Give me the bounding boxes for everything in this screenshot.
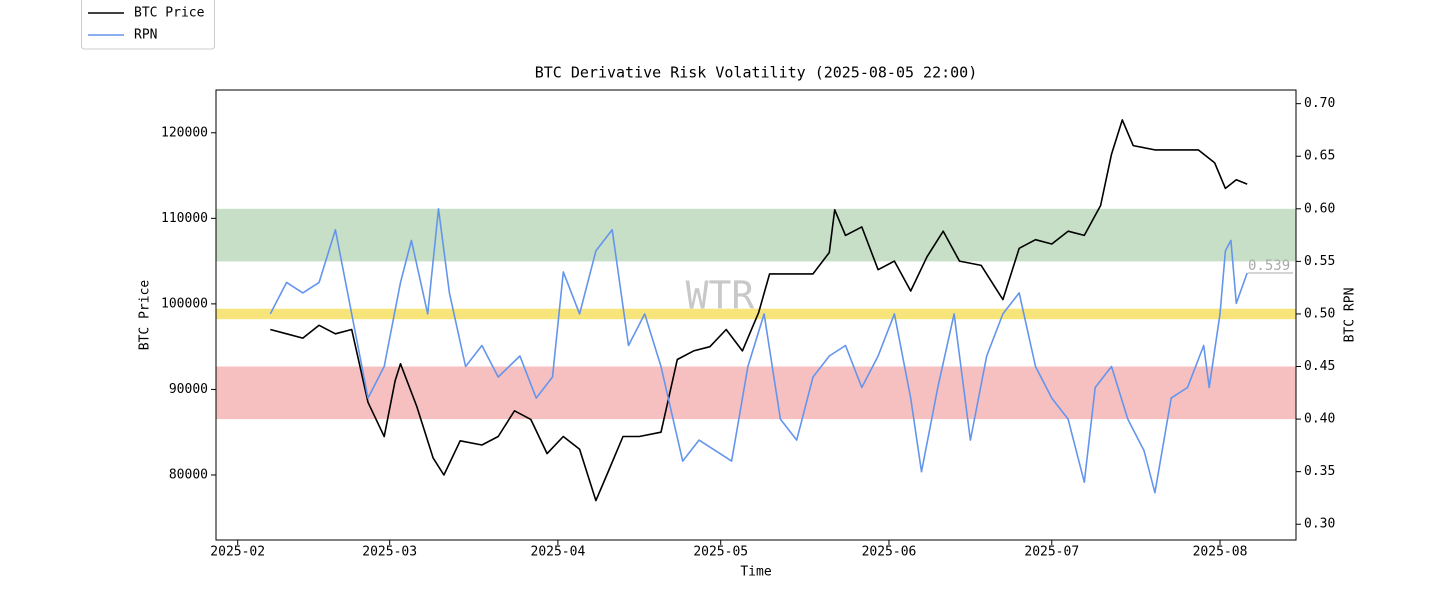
line-series [270,119,1248,502]
y2-tick-label: 0.30 [1304,517,1335,532]
x-tick-label: 2025-04 [531,545,586,560]
y-tick-label: 110000 [161,211,208,226]
legend-label: BTC Price [134,6,205,21]
y2-tick-label: 0.65 [1304,149,1335,164]
chart-title: BTC Derivative Risk Volatility (2025-08-… [535,64,978,82]
annotation: 0.539 [1248,258,1290,274]
y2-tick-label: 0.35 [1304,464,1335,479]
legend-label: RPN [134,28,157,43]
y-tick-label: 120000 [161,125,208,140]
y-tick-label: 100000 [161,296,208,311]
y2-tick-label: 0.45 [1304,359,1335,374]
band [216,208,1296,262]
y2-tick-label: 0.50 [1304,306,1335,321]
x-tick-label: 2025-08 [1193,545,1248,560]
plot-frame [215,89,1297,541]
x-tick-label: 2025-06 [862,545,917,560]
band [216,308,1296,320]
y-axis-label: BTC Price [138,280,153,351]
x-tick-label: 2025-03 [362,545,417,560]
band [216,366,1296,420]
y2-tick-label: 0.40 [1304,412,1335,427]
line-series [269,208,1248,494]
x-tick-label: 2025-07 [1024,545,1079,560]
y2-axis-label: BTC RPN [1343,288,1358,343]
x-tick-label: 2025-02 [210,545,265,560]
y2-tick-label: 0.60 [1304,201,1335,216]
y-tick-label: 90000 [169,382,208,397]
y2-tick-label: 0.55 [1304,254,1335,269]
y-tick-label: 80000 [169,467,208,482]
x-tick-label: 2025-05 [693,545,748,560]
legend: BTC Price RPN [81,0,215,50]
x-axis-label: Time [740,565,771,580]
y2-tick-label: 0.70 [1304,96,1335,111]
watermark: WTR [686,274,755,318]
